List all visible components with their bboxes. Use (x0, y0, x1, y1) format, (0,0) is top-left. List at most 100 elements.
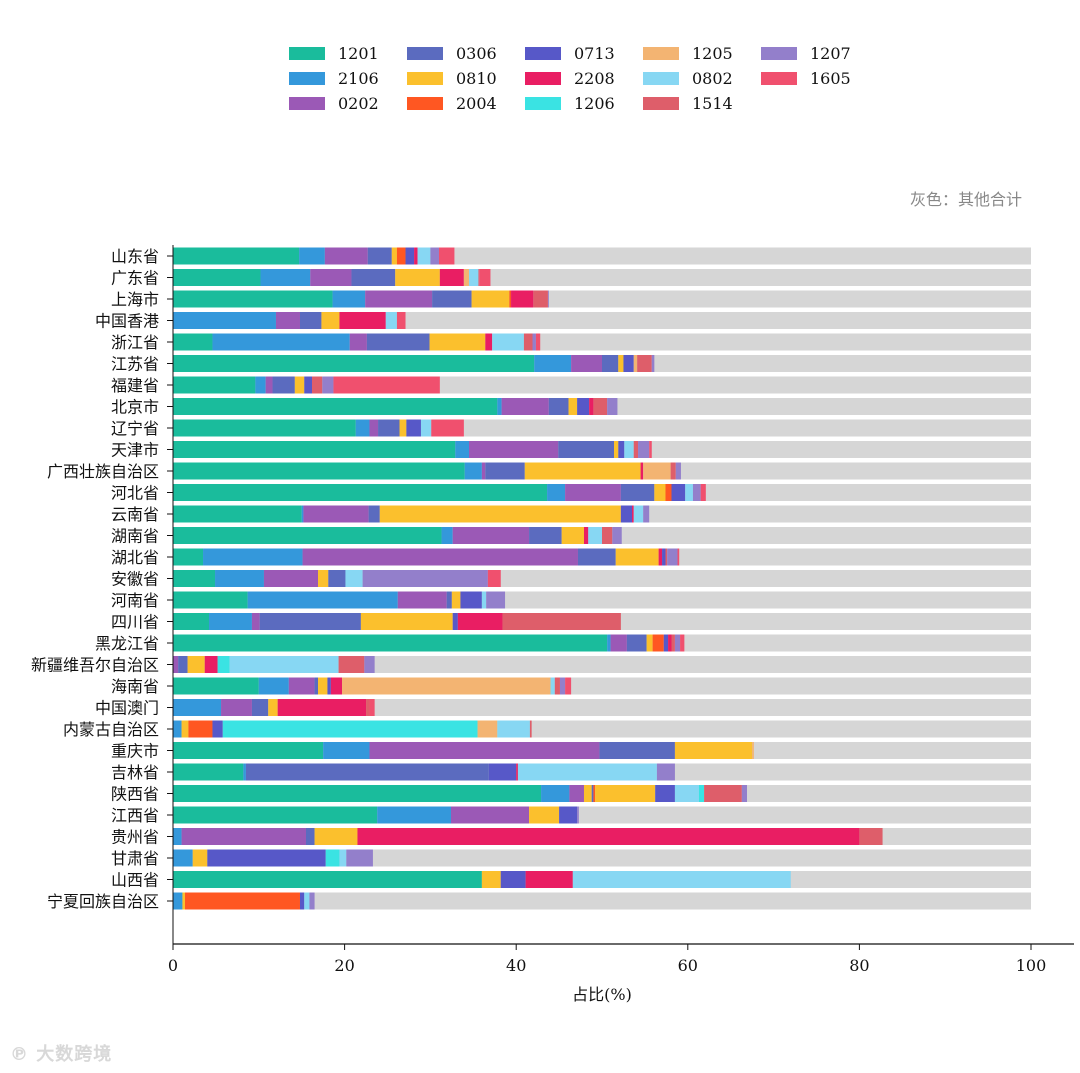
bar-segment-2106 (355, 419, 370, 437)
bar-segment-1514 (554, 677, 560, 695)
bar-segment-1205 (342, 677, 551, 695)
category-label: 河北省 (111, 484, 159, 503)
legend-item-1201: 1201 (289, 44, 379, 63)
legend-label: 1514 (692, 94, 733, 113)
bar-segment-0202 (369, 419, 379, 437)
legend-item-1206: 1206 (525, 94, 615, 113)
category-label: 广东省 (111, 269, 159, 288)
bar-segment-1201 (173, 613, 210, 630)
legend-label: 0713 (574, 44, 615, 63)
legend-label: 1207 (810, 44, 851, 63)
legend-item-1207: 1207 (761, 44, 851, 63)
bar-segment-2106 (332, 290, 366, 308)
bar-segment-0713 (620, 505, 633, 523)
bar-segment-1206 (222, 720, 478, 738)
category-label: 山东省 (111, 247, 159, 266)
bar-segment-1201 (173, 398, 498, 415)
bar-row (173, 527, 1031, 544)
bar-segment-0810 (360, 613, 453, 630)
bar-row (173, 806, 1031, 824)
bar-segment-2106 (258, 677, 289, 695)
bar-segment-0810 (399, 419, 407, 437)
bar-segment-0802 (674, 785, 699, 802)
bar-segment-0810 (391, 247, 397, 265)
bar-segment-2004 (593, 785, 596, 802)
bar-segment-1514 (523, 333, 533, 351)
bar-segment-0202 (310, 269, 352, 286)
bar-segment-0802 (481, 591, 487, 609)
category-label: 北京市 (111, 398, 159, 417)
bar-row (173, 591, 1031, 609)
legend-label: 1201 (338, 44, 379, 63)
bar-segment-1207 (322, 376, 334, 394)
bar-segment-0810 (654, 484, 666, 501)
bar-segment-1514 (366, 699, 370, 716)
bar-segment-0810 (618, 355, 624, 372)
legend-swatch (643, 47, 679, 60)
bar-segment-1605 (396, 312, 406, 329)
bar-segment-1207 (559, 677, 566, 695)
bar-row (173, 677, 1031, 695)
category-label: 安徽省 (111, 570, 159, 589)
bar-segment-0306 (620, 484, 655, 501)
bar-segment-0802 (517, 763, 657, 781)
bar-segment-2106 (247, 591, 398, 609)
legend-swatch (525, 72, 561, 85)
bar-segment-0306 (366, 333, 430, 351)
bar-segment-2208 (589, 398, 594, 415)
bar-segment-0713 (405, 247, 415, 265)
bar-segment-0802 (339, 849, 347, 867)
bar-segment-0202 (481, 462, 486, 480)
bar-segment-1605 (649, 441, 652, 458)
bar-row (173, 720, 1031, 738)
bar-segment-0306 (245, 763, 489, 781)
bar-segment-0810 (268, 699, 278, 716)
bar-segment-2106 (173, 892, 183, 910)
bar-segment-0810 (395, 269, 440, 286)
bar-segment-0802 (492, 333, 524, 351)
bar-segment-2106 (541, 785, 570, 802)
bar-segment-1605 (677, 548, 680, 566)
bar-segment-1207 (674, 634, 681, 652)
bar-segment-0202 (221, 699, 252, 716)
legend-item-1514: 1514 (643, 94, 733, 113)
bar-segment-2106 (607, 634, 611, 652)
bar-segment-1207 (486, 591, 506, 609)
legend-swatch (761, 72, 797, 85)
bar-segment-0810 (314, 828, 358, 845)
bar-segment-2106 (209, 613, 252, 630)
bar-segment-1201 (173, 591, 248, 609)
bar-other (173, 849, 1031, 867)
x-axis-label: 占比(%) (572, 985, 632, 1004)
bar-segment-0306 (368, 505, 380, 523)
bar-segment-2106 (497, 398, 502, 415)
bar-segment-2208 (457, 613, 503, 630)
bar-segment-2208 (277, 699, 367, 716)
bar-segment-2208 (339, 312, 386, 329)
legend-item-1605: 1605 (761, 69, 851, 88)
bar-segment-0810 (379, 505, 621, 523)
bar-segment-1201 (173, 505, 302, 523)
bar-segment-2106 (301, 505, 304, 523)
bar-segment-0802 (417, 247, 431, 265)
category-label: 甘肃省 (111, 849, 159, 868)
bar-row (173, 312, 1031, 329)
bar-segment-0306 (577, 548, 616, 566)
bar-segment-0202 (397, 591, 447, 609)
bar-segment-1207 (667, 548, 678, 566)
bar-segment-0810 (614, 441, 619, 458)
bar-row (173, 376, 1031, 394)
bar-segment-0306 (314, 677, 319, 695)
bar-segment-0202 (365, 290, 433, 308)
category-label: 中国香港 (95, 312, 159, 331)
bar-segment-1514 (859, 828, 883, 845)
bar-segment-0202 (275, 312, 300, 329)
bar-row (173, 269, 1031, 286)
bar-segment-1514 (602, 527, 613, 544)
bar-segment-1201 (173, 548, 204, 566)
legend-label: 0202 (338, 94, 379, 113)
x-tick-label: 80 (849, 956, 869, 975)
bar-segment-2106 (243, 763, 246, 781)
legend-item-2208: 2208 (525, 69, 615, 88)
bar-segment-1514 (529, 720, 532, 738)
